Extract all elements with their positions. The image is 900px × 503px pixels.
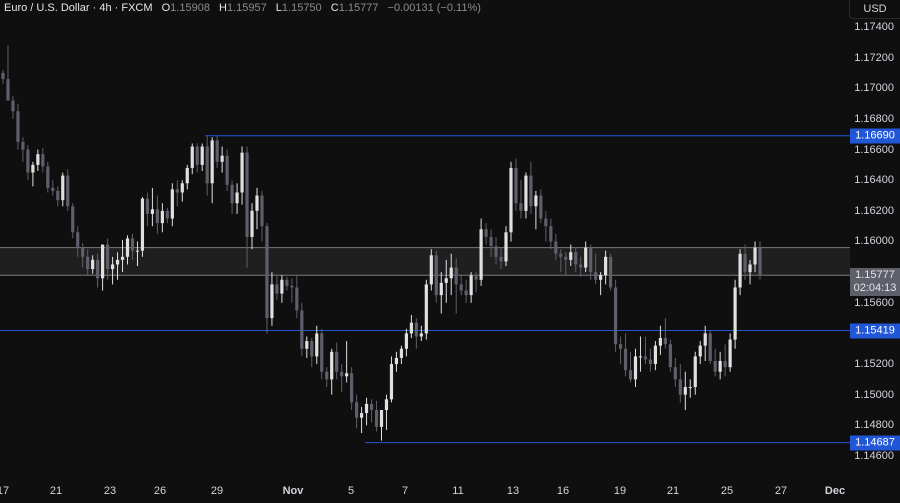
chart-plot-area[interactable] — [0, 0, 850, 480]
level-price-label: 1.14687 — [850, 435, 900, 451]
open-value: 1.15908 — [170, 2, 210, 14]
time-tick: 7 — [401, 485, 409, 497]
open-label: O — [161, 2, 171, 14]
resistance-zone — [0, 247, 850, 276]
time-tick: 16 — [556, 485, 570, 497]
price-tick: 1.14800 — [854, 419, 894, 432]
low-label: L — [275, 2, 282, 14]
price-tick: 1.17000 — [854, 82, 894, 95]
high-value: 1.15957 — [226, 2, 267, 14]
high-label: H — [219, 2, 227, 14]
close-label: C — [330, 2, 339, 14]
price-tick: 1.16800 — [854, 112, 894, 125]
time-tick: 5 — [347, 485, 355, 497]
time-axis[interactable]: 17 21 23 26 29 Nov 5 7 11 13 16 19 21 25 27 Dec — [0, 480, 850, 503]
time-tick: 27 — [774, 485, 788, 497]
price-tick: 1.17200 — [854, 51, 894, 64]
time-tick: 11 — [452, 485, 464, 497]
time-tick: 17 — [0, 485, 10, 497]
currency-selector[interactable]: USD — [849, 0, 900, 19]
current-price-label: 1.15777 02:04:13 — [850, 267, 900, 296]
price-tick: 1.16600 — [854, 143, 894, 156]
price-axis[interactable]: 1.17400 1.17200 1.17000 1.16800 1.16600 1.164… — [850, 0, 900, 480]
low-value: 1.15750 — [281, 2, 322, 14]
change-value: −0.00131 (−0.11%) — [387, 2, 481, 14]
price-tick: 1.15000 — [854, 388, 894, 401]
price-tick: 1.14600 — [854, 449, 894, 462]
time-tick: 26 — [153, 485, 167, 497]
time-tick: Nov — [282, 485, 304, 497]
time-tick: 23 — [103, 485, 117, 497]
price-tick: 1.16400 — [854, 174, 894, 187]
time-tick: Dec — [824, 485, 846, 497]
candlesticks — [1, 45, 762, 441]
time-tick: 29 — [210, 485, 224, 497]
time-tick: 21 — [666, 485, 680, 497]
symbol-title: Euro / U.S. Dollar · 4h · FXCM — [4, 2, 153, 14]
price-tick: 1.17400 — [854, 21, 894, 33]
price-tick: 1.16000 — [854, 235, 894, 248]
bar-countdown: 02:04:13 — [853, 281, 897, 294]
price-tick: 1.16200 — [854, 204, 894, 217]
price-tick: 1.15600 — [854, 296, 894, 309]
time-tick: 19 — [613, 485, 627, 497]
time-tick: 13 — [506, 485, 520, 497]
time-tick: 21 — [49, 485, 63, 497]
price-tick: 1.15200 — [854, 358, 894, 371]
time-tick: 25 — [720, 485, 734, 497]
level-price-label: 1.15419 — [850, 323, 900, 338]
close-value: 1.15777 — [338, 2, 379, 14]
level-price-label: 1.16690 — [850, 128, 900, 144]
symbol-legend: Euro / U.S. Dollar · 4h · FXCM O1.15908 … — [4, 2, 481, 14]
